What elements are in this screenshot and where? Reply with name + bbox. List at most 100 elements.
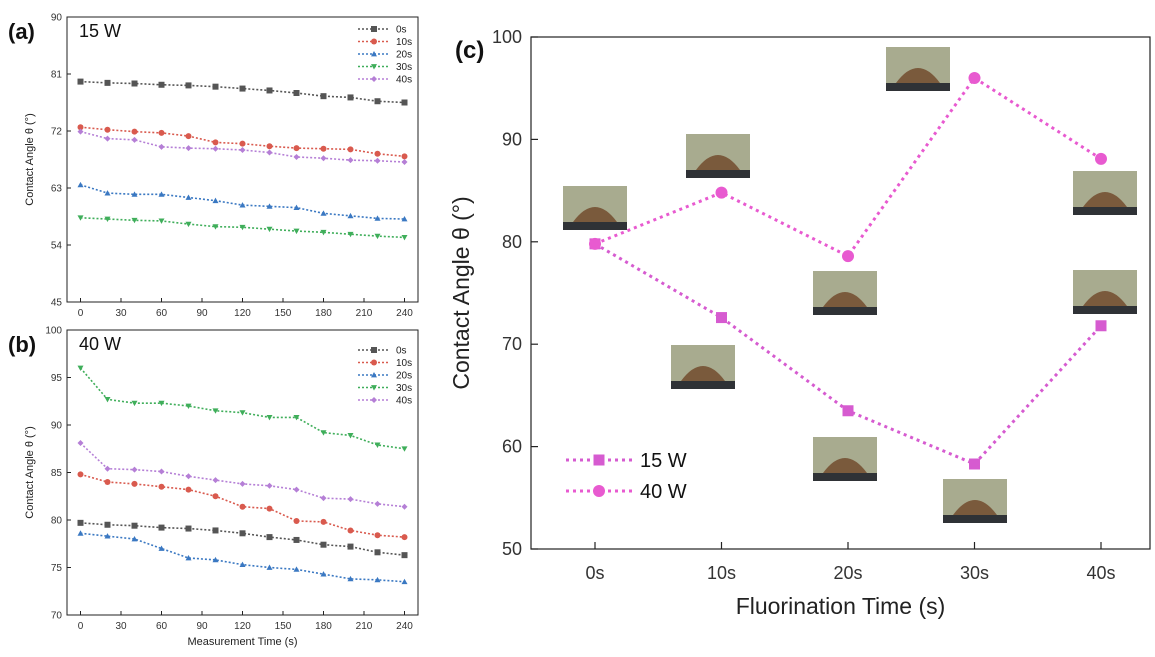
data-point-10s: [293, 517, 300, 524]
y-tick-label: 85: [51, 468, 63, 479]
data-point-20s: [266, 203, 273, 209]
data-point-20s: [320, 210, 327, 216]
data-point-40s: [212, 145, 219, 152]
data-point-40s: [374, 500, 381, 507]
droplet-photo: [1073, 171, 1137, 215]
data-point-15 W: [1095, 320, 1107, 332]
x-tick-label: 0: [78, 621, 84, 632]
data-point-10s: [131, 480, 138, 487]
x-tick-label: 90: [196, 308, 208, 319]
x-tick-label: 20s: [833, 563, 862, 583]
data-point-10s: [320, 145, 327, 152]
legend-label: 40s: [396, 75, 412, 86]
x-tick-label: 0: [78, 308, 84, 319]
legend-label: 0s: [396, 346, 407, 357]
x-axis-label: Measurement Time (s): [187, 636, 297, 648]
data-point-40 W: [589, 237, 601, 250]
data-point-30s: [347, 231, 354, 238]
x-tick-label: 120: [234, 621, 251, 632]
data-point-20s: [104, 533, 111, 539]
data-point-20s: [131, 536, 138, 542]
power-label: 15 W: [79, 21, 121, 41]
legend-label: 10s: [396, 358, 412, 369]
data-point-40s: [374, 157, 381, 164]
data-point-40s: [77, 440, 84, 447]
data-point-0s: [401, 99, 408, 106]
data-point-40s: [131, 466, 138, 473]
y-tick-label: 80: [51, 516, 63, 527]
data-point-30s: [266, 226, 273, 233]
panel-a: 45 54 63 72 81 90 0 30 60 90 120 150 180 210 240 Contac…: [8, 13, 419, 319]
legend-marker: [371, 347, 377, 353]
data-point-30s: [77, 365, 84, 371]
data-point-20s: [185, 194, 192, 200]
y-tick-label: 81: [51, 70, 63, 81]
data-point-10s: [374, 532, 381, 539]
data-point-40s: [347, 157, 354, 164]
x-tick-label: 180: [315, 308, 332, 319]
panel-label: (c): [455, 37, 484, 64]
y-tick-label: 54: [51, 241, 63, 252]
data-point-20s: [239, 561, 246, 568]
data-point-0s: [131, 522, 138, 529]
x-tick-label: 150: [275, 621, 292, 632]
data-point-30s: [77, 215, 84, 221]
data-point-40s: [158, 143, 165, 150]
legend-marker: [371, 397, 377, 403]
data-point-30s: [104, 216, 111, 223]
data-point-40s: [293, 153, 300, 160]
legend-marker: [371, 385, 377, 391]
droplet-photo: [671, 345, 735, 389]
data-point-0s: [212, 83, 219, 90]
data-point-40s: [266, 482, 273, 489]
data-point-20s: [212, 197, 219, 204]
data-point-0s: [185, 525, 192, 532]
data-point-10s: [401, 153, 408, 160]
data-point-0s: [374, 549, 381, 556]
x-axis-label: Fluorination Time (s): [736, 593, 946, 619]
data-point-20s: [293, 566, 300, 572]
data-point-0s: [104, 79, 111, 86]
data-point-10s: [158, 129, 165, 136]
data-point-40s: [401, 159, 408, 166]
plot-frame: [66, 329, 419, 616]
data-point-0s: [266, 534, 273, 541]
y-axis-label: Contact Angle θ (°): [448, 196, 474, 389]
plot-frame: [66, 16, 419, 303]
droplet-shape: [953, 500, 997, 515]
data-point-40 W: [968, 71, 981, 84]
data-point-20s: [293, 204, 300, 211]
data-point-30s: [158, 400, 165, 407]
data-point-10s: [212, 493, 219, 500]
data-point-40s: [158, 468, 165, 475]
data-point-20s: [374, 576, 381, 583]
x-tick-label: 30: [115, 621, 127, 632]
x-tick-label: 90: [196, 621, 208, 632]
data-point-20s: [185, 555, 192, 561]
data-point-40s: [104, 135, 111, 142]
droplet-shape: [823, 292, 867, 307]
y-tick-label: 75: [51, 563, 63, 574]
y-tick-label: 70: [502, 334, 522, 354]
series-line-40s: [79, 442, 405, 508]
legend-label: 20s: [396, 371, 412, 382]
data-point-10s: [266, 505, 273, 512]
data-point-40s: [185, 473, 192, 480]
data-point-0s: [158, 81, 165, 88]
panel-label: (b): [8, 332, 36, 357]
y-tick-label: 90: [51, 421, 63, 432]
x-tick-label: 180: [315, 621, 332, 632]
legend-label: 30s: [396, 383, 412, 394]
data-point-30s: [185, 221, 192, 228]
y-tick-label: 72: [51, 127, 63, 138]
droplet-photo: [686, 134, 750, 178]
data-point-30s: [131, 400, 138, 407]
data-point-40s: [212, 477, 219, 484]
data-point-40 W: [842, 250, 854, 263]
data-point-20s: [77, 181, 84, 188]
legend-label: 40s: [396, 396, 412, 407]
y-tick-label: 100: [492, 27, 522, 47]
legend-marker: [371, 372, 377, 378]
x-tick-label: 210: [356, 308, 373, 319]
